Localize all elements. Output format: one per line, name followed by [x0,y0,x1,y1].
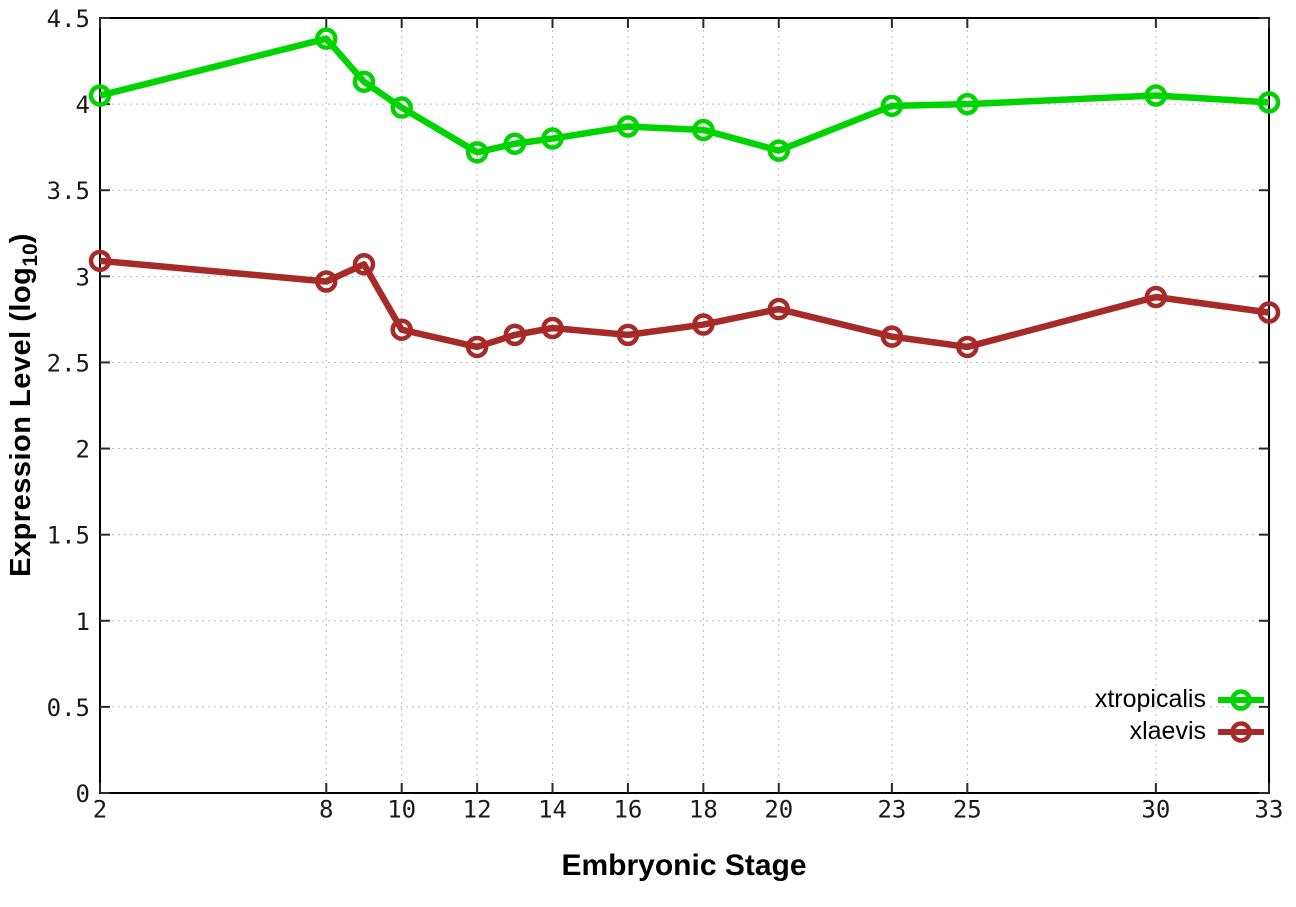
x-tick-label: 23 [877,796,906,824]
y-tick-label: 4.5 [47,5,90,33]
x-tick-label: 2 [93,796,107,824]
data-point-xtropicalis [390,96,413,119]
y-tick-label: 3 [76,263,90,291]
data-point-xtropicalis [956,92,979,116]
x-tick-label: 8 [319,796,333,824]
y-axis-label: Expression Level (log10) [5,233,43,577]
data-point-xlaevis [315,270,338,293]
data-point-xtropicalis [1257,91,1281,114]
data-point-xtropicalis [616,115,640,138]
data-point-xtropicalis [1144,84,1168,107]
x-axis-label: Embryonic Stage [561,849,807,882]
legend-label: xlaevis [1129,717,1206,745]
data-point-xlaevis [541,316,564,340]
data-point-xlaevis [767,297,791,321]
data-point-xlaevis [616,323,640,347]
data-point-xlaevis [956,335,979,359]
data-point-xtropicalis [352,70,376,93]
data-point-xlaevis [1257,301,1281,324]
legend-item-xtropicalis: xtropicalis [1095,684,1266,715]
legend-label: xtropicalis [1094,685,1206,713]
x-tick-label: 16 [613,796,642,824]
plot-border [99,17,1270,794]
data-point-xtropicalis [880,94,904,118]
y-tick-label: 1.5 [47,522,90,550]
y-axis-label-text: Expression Level (log [5,266,37,577]
data-point-xtropicalis [503,132,527,155]
legend-sample-line-marker-icon [1218,688,1264,711]
x-tick-label: 25 [953,796,982,824]
x-tick-label: 30 [1141,796,1170,824]
data-point-xtropicalis [88,84,112,107]
data-point-xlaevis [503,323,527,347]
data-point-xlaevis [465,335,489,359]
data-point-xlaevis [692,313,715,336]
y-tick-label: 3.5 [47,177,90,205]
data-point-xtropicalis [315,27,338,50]
x-tick-label: 14 [538,796,567,824]
legend: xtropicalis xlaevis [1095,684,1266,747]
x-tick-label: 10 [387,796,416,824]
y-axis-label-subscript: 10 [19,243,42,267]
data-point-xtropicalis [541,127,564,150]
y-tick-label: 0.5 [47,694,90,722]
series-line-xtropicalis [99,35,1270,156]
data-point-xtropicalis [767,139,791,162]
x-tick-label: 12 [463,796,492,824]
x-tick-label: 20 [764,796,793,824]
data-point-xlaevis [88,249,112,273]
series-line-xlaevis [99,257,1270,351]
y-tick-label: 2 [76,436,90,464]
data-point-xlaevis [390,318,413,341]
data-point-xtropicalis [465,141,489,164]
data-point-xlaevis [1144,285,1168,309]
x-tick-label: 33 [1255,796,1284,824]
legend-sample-line-marker-icon [1218,720,1264,743]
legend-item-xlaevis: xlaevis [1130,716,1266,747]
data-point-xtropicalis [692,118,715,142]
y-tick-label: 1 [76,608,90,636]
y-tick-label: 2.5 [47,349,90,377]
data-point-xlaevis [352,253,376,276]
data-point-xlaevis [880,325,904,348]
y-axis-label-close: ) [5,233,37,244]
y-tick-label: 4 [76,91,90,119]
y-tick-label: 0 [76,780,90,808]
x-tick-label: 18 [689,796,718,824]
